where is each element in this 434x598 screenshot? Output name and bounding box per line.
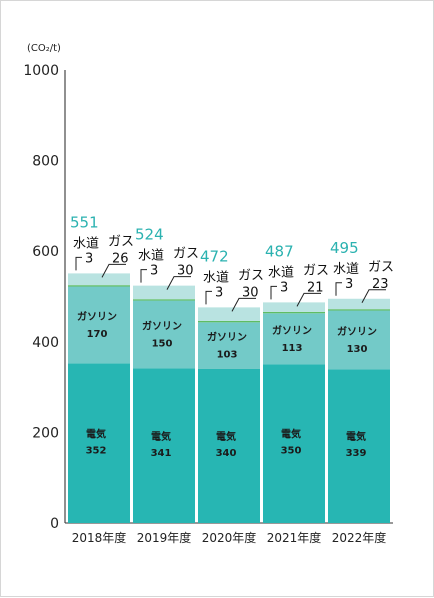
bar-segment <box>328 369 390 523</box>
leader-line-gas <box>231 297 256 312</box>
bar-segment <box>198 322 260 369</box>
total-label: 472 <box>200 247 229 265</box>
bar-segment <box>263 302 325 312</box>
series-label-gasoline: ガソリン <box>337 325 377 338</box>
series-label-electricity: 電気 <box>346 430 366 443</box>
total-label: 487 <box>265 242 294 260</box>
leader-line-water <box>75 256 82 271</box>
bar-segment <box>198 307 260 321</box>
unit-label: (CO₂/t) <box>27 43 61 54</box>
total-label: 551 <box>70 213 99 231</box>
leader-line-gas <box>101 263 126 278</box>
bar-segment <box>198 320 260 323</box>
series-label-gasoline: ガソリン <box>142 320 182 333</box>
series-label-water: 水道 <box>333 262 359 277</box>
data-label-electricity: 352 <box>86 445 107 456</box>
data-label-electricity: 350 <box>281 446 302 457</box>
series-label-gasoline: ガソリン <box>77 310 117 323</box>
bar-segment <box>68 285 130 287</box>
bar-segment <box>328 310 390 370</box>
data-label-gasoline: 103 <box>217 350 238 361</box>
series-label-gas: ガス <box>368 260 394 275</box>
series-label-electricity: 電気 <box>281 428 301 441</box>
series-label-water: 水道 <box>73 236 99 251</box>
series-label-electricity: 電気 <box>151 430 171 443</box>
data-label-gas: 23 <box>372 277 389 292</box>
data-label-electricity: 339 <box>346 448 367 459</box>
data-label-gasoline: 113 <box>282 343 303 354</box>
y-tick-label: 1000 <box>23 63 59 79</box>
data-label-water: 3 <box>215 285 223 300</box>
leader-line-gas <box>166 276 191 290</box>
series-label-water: 水道 <box>138 249 164 264</box>
series-label-water: 水道 <box>203 270 229 285</box>
data-label-water: 3 <box>280 280 288 295</box>
leader-line-water <box>335 282 342 296</box>
series-label-gas: ガス <box>238 268 264 283</box>
series-label-gas: ガス <box>173 247 199 262</box>
bar-segment <box>133 368 195 523</box>
data-label-water: 3 <box>345 277 353 292</box>
series-label-gas: ガス <box>303 263 329 278</box>
data-label-gas: 30 <box>242 285 259 300</box>
series-label-electricity: 電気 <box>86 427 106 440</box>
labels: 2018年度電気352ガソリン170水道3ガス265512019年度電気341ガ… <box>70 213 394 545</box>
series-label-gas: ガス <box>108 234 134 249</box>
y-tick-label: 600 <box>32 244 59 260</box>
x-tick-label: 2022年度 <box>332 530 387 545</box>
bar-segment <box>263 313 325 365</box>
total-label: 495 <box>330 239 359 257</box>
data-label-gas: 30 <box>177 264 194 279</box>
series-label-water: 水道 <box>268 265 294 280</box>
bars <box>68 273 390 523</box>
leader-line-water <box>205 290 212 305</box>
total-label: 524 <box>135 226 164 244</box>
data-label-electricity: 340 <box>216 448 237 459</box>
bar-segment <box>328 298 390 310</box>
bar-segment <box>68 286 130 364</box>
bar-segment <box>198 368 260 523</box>
bar-segment <box>133 285 195 300</box>
leader-line-gas <box>361 289 386 304</box>
series-label-gasoline: ガソリン <box>272 324 312 337</box>
y-tick-label: 400 <box>32 335 59 351</box>
series-label-gasoline: ガソリン <box>207 331 247 344</box>
data-label-gasoline: 150 <box>152 339 173 350</box>
bar-segment <box>328 309 390 311</box>
bar-segment <box>133 300 195 369</box>
data-label-gas: 26 <box>112 251 129 266</box>
leader-line-water <box>140 269 147 283</box>
y-tick-label: 200 <box>32 425 59 441</box>
data-label-water: 3 <box>85 251 93 266</box>
x-tick-label: 2020年度 <box>202 530 257 545</box>
x-tick-label: 2021年度 <box>267 530 322 545</box>
data-label-gas: 21 <box>307 280 324 295</box>
data-label-gasoline: 170 <box>87 329 108 340</box>
bar-segment <box>263 364 325 523</box>
y-tick-label: 800 <box>32 154 59 170</box>
leader-line-gas <box>296 292 321 307</box>
bar-segment <box>133 299 195 301</box>
x-tick-label: 2019年度 <box>137 530 192 545</box>
data-label-electricity: 341 <box>151 448 172 459</box>
data-label-gasoline: 130 <box>347 344 368 355</box>
data-label-water: 3 <box>150 264 158 279</box>
series-label-electricity: 電気 <box>216 430 236 443</box>
bar-segment <box>68 273 130 286</box>
x-tick-label: 2018年度 <box>72 530 127 545</box>
y-tick-label: 0 <box>50 516 59 532</box>
bar-segment <box>263 311 325 314</box>
leader-line-water <box>270 285 277 300</box>
bar-segment <box>68 363 130 523</box>
